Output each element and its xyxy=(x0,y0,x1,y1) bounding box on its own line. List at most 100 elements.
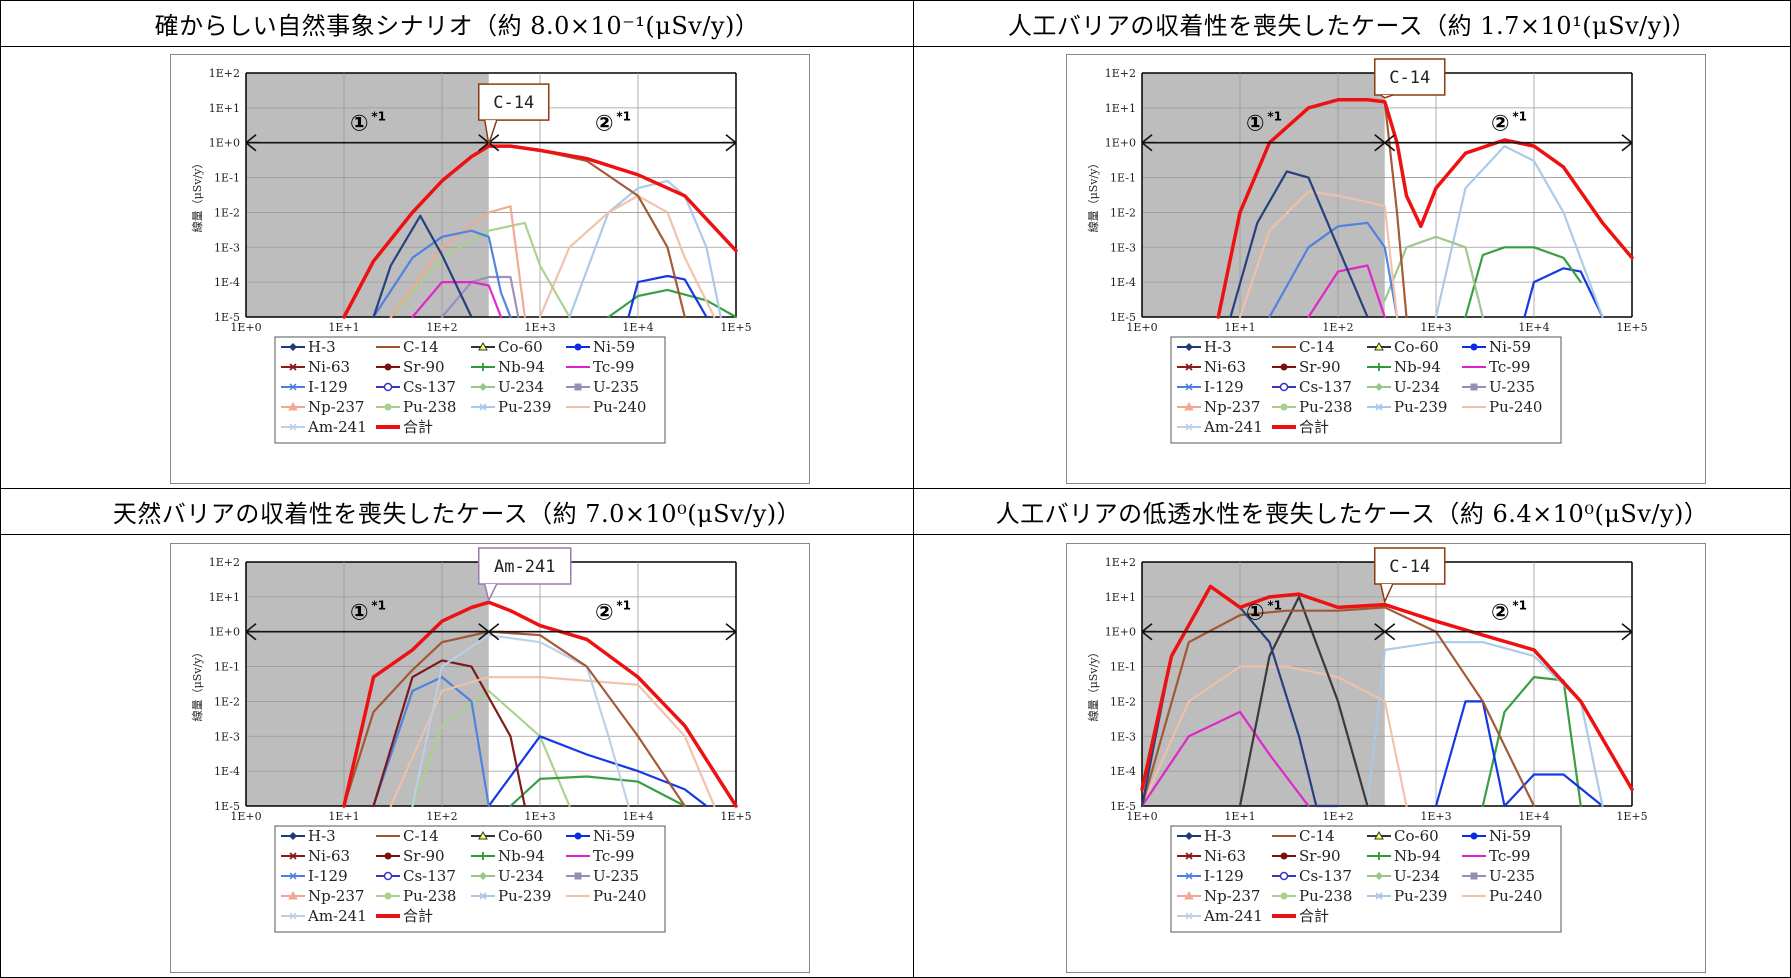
legend-label: I-129 xyxy=(308,378,348,396)
series-line-I-129 xyxy=(372,676,490,808)
region-arrow-head xyxy=(1370,623,1386,641)
callout-label: Am-241 xyxy=(494,557,555,577)
y-tick-label: 1E-1 xyxy=(1110,172,1136,185)
legend-marker xyxy=(574,832,582,840)
legend-marker xyxy=(384,363,392,371)
legend-label: Pu-240 xyxy=(593,887,646,905)
callout-box xyxy=(478,83,550,121)
legend-label: Pu-239 xyxy=(498,887,551,905)
y-axis-label: 線量（μSv/y） xyxy=(190,158,204,233)
legend-marker xyxy=(1280,852,1288,860)
legend-label: U-235 xyxy=(593,378,639,396)
x-tick-label: 1E+0 xyxy=(1126,321,1157,334)
y-tick-label: 1E-1 xyxy=(214,172,240,185)
legend-label: Np-237 xyxy=(1204,887,1260,905)
callout-pointer xyxy=(484,583,498,603)
series-line-Np-237 xyxy=(389,205,526,319)
series-line-I-129 xyxy=(372,229,512,319)
series-line-合計 xyxy=(342,144,738,319)
legend-marker xyxy=(1185,872,1193,880)
legend-marker xyxy=(1375,363,1383,371)
x-tick-label: 1E+5 xyxy=(1616,321,1647,334)
x-tick-label: 1E+1 xyxy=(328,810,359,823)
callout-label: C-14 xyxy=(493,93,534,113)
legend-marker xyxy=(289,852,297,860)
region-2-label: ② xyxy=(1491,112,1510,137)
y-tick-label: 1E+2 xyxy=(1105,67,1136,80)
series-line-U-235 xyxy=(440,275,520,319)
x-tick-label: 1E+1 xyxy=(1224,810,1255,823)
legend-label: Sr-90 xyxy=(403,847,445,865)
title-panel-2: 人工バリアの収着性を喪失したケース（約 1.7×10¹(μSv/y)） xyxy=(913,0,1791,47)
legend-label: Pu-240 xyxy=(593,398,646,416)
legend-marker xyxy=(1374,830,1384,840)
legend-marker xyxy=(478,341,488,351)
callout-pointer xyxy=(1380,94,1394,99)
legend-marker xyxy=(1375,383,1383,391)
region-arrow-head xyxy=(488,623,503,641)
series-line-Nb-94 xyxy=(509,775,686,808)
legend-marker xyxy=(1184,890,1194,900)
legend-label: Pu-240 xyxy=(1489,398,1542,416)
legend-marker xyxy=(1185,832,1193,840)
y-tick-label: 1E+0 xyxy=(1105,626,1136,639)
x-tick-label: 1E+1 xyxy=(1224,321,1255,334)
legend-label: Ni-59 xyxy=(593,827,635,845)
legend-marker xyxy=(1374,341,1384,351)
legend-marker xyxy=(479,852,487,860)
legend-marker xyxy=(289,343,297,351)
legend-label: Ni-63 xyxy=(1204,847,1246,865)
legend-label: Tc-99 xyxy=(1489,847,1530,865)
region-1-label: ① xyxy=(350,112,369,137)
legend-label: U-234 xyxy=(1394,378,1440,396)
region-arrow-head xyxy=(474,623,490,641)
series-line-Pu-240 xyxy=(1238,190,1399,319)
legend-label: Cs-137 xyxy=(1299,378,1352,396)
legend-label: Co-60 xyxy=(1394,338,1439,356)
x-tick-label: 1E+5 xyxy=(1616,810,1647,823)
legend-label: 合計 xyxy=(1299,907,1329,925)
y-tick-label: 1E+2 xyxy=(209,67,240,80)
region-2-label: ② xyxy=(1491,601,1510,626)
legend-marker xyxy=(1375,403,1383,411)
callout-box xyxy=(1374,58,1446,96)
legend-marker xyxy=(479,383,487,391)
region-arrow-head xyxy=(245,623,260,641)
legend-box xyxy=(1170,825,1562,933)
legend-marker xyxy=(1185,343,1193,351)
region-2-label: ② xyxy=(595,112,614,137)
region-1-sup: *1 xyxy=(371,599,386,613)
legend-box xyxy=(274,825,666,933)
shaded-region xyxy=(246,73,489,317)
callout-pointer xyxy=(1380,583,1394,604)
legend-marker xyxy=(1280,363,1288,371)
series-line-Ni-59 xyxy=(1434,700,1604,808)
region-2-label: ② xyxy=(595,601,614,626)
legend-label: U-234 xyxy=(1394,867,1440,885)
title-panel-1: 確からしい自然事象シナリオ（約 8.0×10⁻¹(μSv/y)） xyxy=(0,0,914,47)
legend-marker xyxy=(289,363,297,371)
callout-box xyxy=(478,547,572,585)
y-tick-label: 1E-2 xyxy=(1110,206,1136,219)
y-tick-label: 1E-4 xyxy=(1110,276,1136,289)
legend-marker xyxy=(1185,363,1193,371)
series-line-Ni-59 xyxy=(1523,267,1604,319)
legend-label: Nb-94 xyxy=(498,358,545,376)
series-line-Nb-94 xyxy=(1481,676,1582,808)
legend-label: Tc-99 xyxy=(1489,358,1530,376)
x-tick-label: 1E+2 xyxy=(1322,321,1353,334)
legend-label: C-14 xyxy=(1299,827,1335,845)
series-line-Ni-59 xyxy=(627,274,708,319)
region-1-label: ① xyxy=(1246,112,1265,137)
legend-label: Pu-239 xyxy=(1394,398,1447,416)
legend-label: U-235 xyxy=(1489,867,1535,885)
x-tick-label: 1E+0 xyxy=(230,321,261,334)
y-tick-label: 1E-1 xyxy=(214,661,240,674)
y-tick-label: 1E+2 xyxy=(1105,556,1136,569)
series-line-Pu-239 xyxy=(568,179,722,319)
legend-label: Cs-137 xyxy=(403,378,456,396)
legend-label: Pu-238 xyxy=(403,398,456,416)
x-tick-label: 1E+0 xyxy=(230,810,261,823)
legend-marker xyxy=(479,363,487,371)
series-line-Tc-99 xyxy=(1307,264,1386,319)
